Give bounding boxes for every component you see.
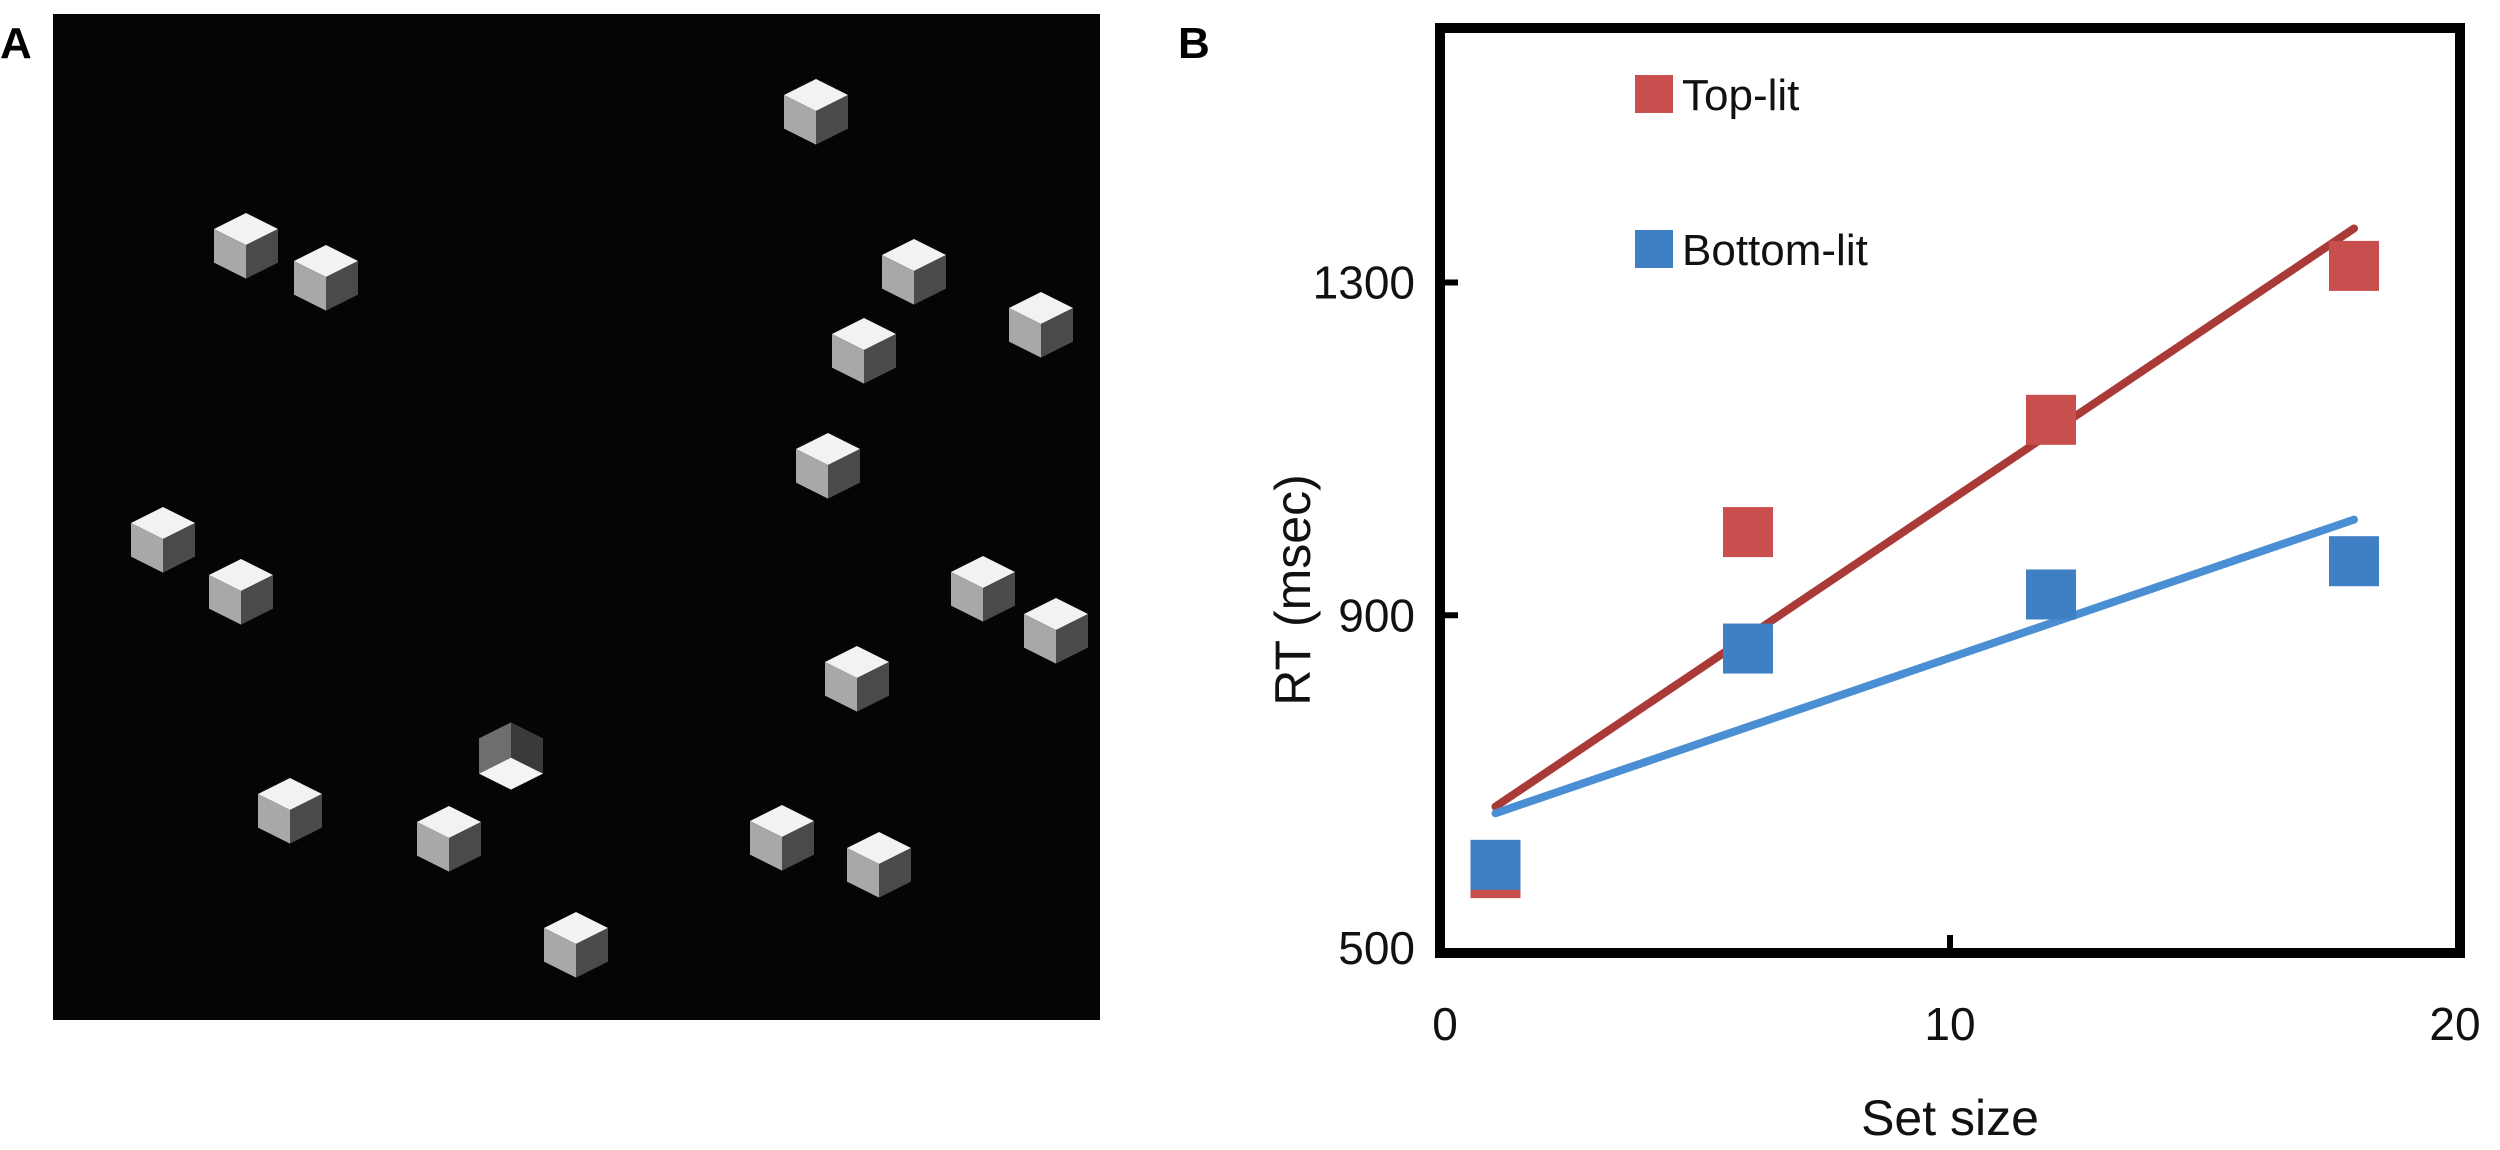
cube-item-top-lit [796,433,860,499]
y-tick-label: 1300 [1313,257,1415,309]
cube-item-top-lit [825,646,889,712]
x-tick-label: 20 [2429,998,2480,1050]
legend-label-top-lit: Top-lit [1682,71,1799,120]
plot-frame [1435,23,2465,958]
cube-item-top-lit [258,778,322,844]
legend-swatch-bottom-lit [1635,230,1673,268]
legend-label-bottom-lit: Bottom-lit [1682,226,1868,275]
cube-item-top-lit [544,912,608,978]
cube-item-top-lit [214,213,278,279]
cube-item-bottom-lit [479,722,543,790]
cube-item-top-lit [209,559,273,625]
fit-line-top-lit [1491,224,2358,811]
cube-item-top-lit [847,832,911,898]
stimulus-display [53,14,1100,1020]
cube-item-top-lit [131,507,195,573]
cube-item-top-lit [882,239,946,305]
data-point-top-lit [1723,507,1773,558]
panel-label-b: B [1178,19,1210,68]
panel-label-a: A [0,19,32,68]
cube-item-top-lit [832,318,896,384]
data-point-bottom-lit [2329,536,2379,587]
data-point-bottom-lit [1723,623,1773,674]
data-point-bottom-lit [2026,569,2076,620]
x-axis-title: Set size [1861,1090,2039,1146]
cube-item-top-lit [750,805,814,871]
cube-item-top-lit [784,79,848,145]
y-axis-title: RT (msec) [1265,474,1321,706]
fit-line-bottom-lit [1491,515,2358,818]
cube-item-top-lit [1024,598,1088,664]
cube-item-top-lit [951,556,1015,622]
legend-swatch-top-lit [1635,75,1673,113]
x-tick-label: 10 [1924,998,1975,1050]
y-tick-label: 900 [1338,589,1415,641]
stimulus-canvas [131,79,1088,978]
cube-item-top-lit [1009,292,1073,358]
x-tick-label: 0 [1432,998,1458,1050]
data-point-top-lit [2026,394,2076,445]
rt-chart: 500 900 1300 0 10 20 Top-lit Bottom-lit Set si… [1265,23,2481,1146]
data-point-top-lit [2329,240,2379,291]
y-tick-label: 500 [1338,922,1415,974]
cube-item-top-lit [294,245,358,311]
cube-item-top-lit [417,806,481,872]
data-point-bottom-lit [1470,839,1521,890]
